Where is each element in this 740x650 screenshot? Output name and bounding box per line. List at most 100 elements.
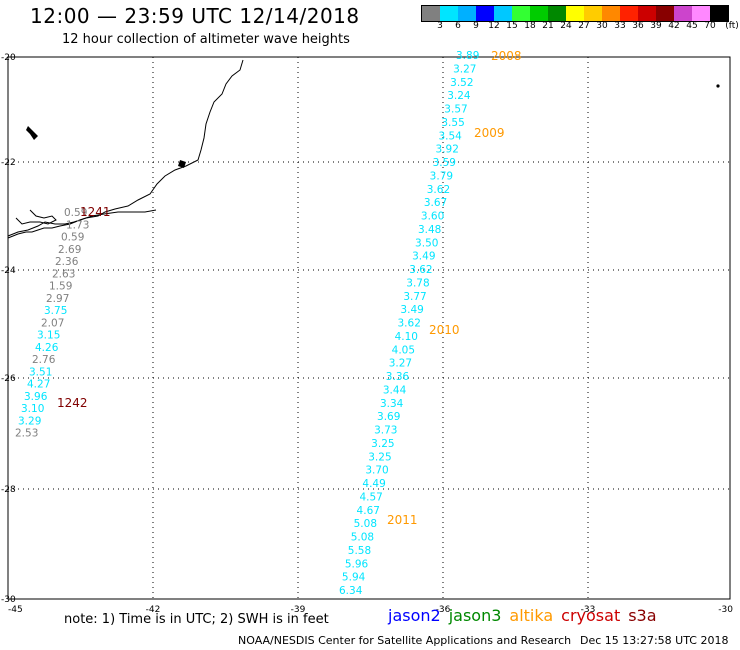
wave-height-value: 4.49 bbox=[362, 478, 385, 490]
wave-height-value: 3.60 bbox=[421, 211, 444, 223]
map-border bbox=[7, 56, 731, 600]
wave-height-value: 3.54 bbox=[438, 130, 462, 142]
scale-label: 30 bbox=[596, 21, 608, 31]
wave-height-value: 3.62 bbox=[398, 318, 421, 330]
wave-height-value: 3.24 bbox=[447, 90, 471, 102]
wave-height-value: 2.53 bbox=[15, 428, 38, 440]
longitude-label: -45 bbox=[8, 605, 23, 615]
longitude-label: -30 bbox=[718, 605, 733, 615]
wave-height-value: 2.63 bbox=[52, 268, 75, 280]
wave-height-value: 3.57 bbox=[444, 104, 467, 116]
wave-height-value: 4.05 bbox=[392, 344, 415, 356]
scale-label: 15 bbox=[506, 21, 518, 31]
scale-swatch bbox=[584, 6, 602, 21]
scale-swatch bbox=[512, 6, 530, 21]
longitude-label: -33 bbox=[581, 605, 596, 615]
wave-height-value: 2.97 bbox=[46, 293, 69, 305]
wave-height-value: 3.15 bbox=[37, 330, 60, 342]
wave-height-value: 3.51 bbox=[29, 366, 52, 378]
wave-height-value: 3.62 bbox=[427, 184, 450, 196]
scale-swatch bbox=[476, 6, 494, 21]
scale-label: 33 bbox=[614, 21, 626, 31]
wave-height-value: 3.25 bbox=[368, 451, 391, 463]
wave-height-value: 3.89 bbox=[456, 50, 479, 62]
pass-label: 2011 bbox=[387, 513, 418, 527]
legend-item-cryosat: cryosat bbox=[561, 606, 621, 625]
island-small bbox=[178, 160, 186, 168]
coastline-mainland bbox=[7, 59, 244, 237]
latitude-label: -30 bbox=[1, 595, 16, 605]
island-east bbox=[716, 84, 720, 88]
coastline-islands bbox=[15, 209, 57, 225]
wave-height-value: 2.07 bbox=[41, 317, 64, 329]
legend-item-jason2: jason2 bbox=[388, 606, 441, 625]
scale-swatch bbox=[422, 6, 440, 21]
scale-label: 3 bbox=[437, 21, 443, 31]
wave-height-value: 3.49 bbox=[412, 251, 435, 263]
color-scale-labels: 3 6 9 12 15 18 21 24 27 30 33 36 39 42 45 70 (ft) bbox=[421, 21, 740, 35]
wave-height-value: 3.59 bbox=[433, 157, 456, 169]
map-title: 12:00 — 23:59 UTC 12/14/2018 bbox=[30, 4, 360, 28]
wave-height-value: 1.59 bbox=[49, 281, 72, 293]
pass-label: 2008 bbox=[491, 49, 522, 63]
wave-height-value: 3.55 bbox=[441, 117, 464, 129]
wave-height-value: 3.78 bbox=[406, 277, 429, 289]
wave-height-value: 3.29 bbox=[18, 415, 41, 427]
wave-height-value: 3.75 bbox=[44, 305, 67, 317]
wave-height-value: 3.10 bbox=[21, 403, 44, 415]
wave-height-value: 5.08 bbox=[351, 532, 374, 544]
wave-height-value: 3.96 bbox=[24, 391, 48, 403]
scale-label: 36 bbox=[632, 21, 644, 31]
scale-swatch bbox=[566, 6, 584, 21]
scale-swatch bbox=[674, 6, 692, 21]
scale-swatch bbox=[692, 6, 710, 21]
wave-height-value: 3.25 bbox=[371, 438, 394, 450]
wave-height-value: 2.76 bbox=[32, 354, 56, 366]
scale-swatch bbox=[620, 6, 638, 21]
wave-height-value: 4.67 bbox=[357, 505, 380, 517]
wave-height-value: 3.50 bbox=[415, 237, 438, 249]
scale-label: 70 bbox=[704, 21, 716, 31]
wave-height-value: 3.69 bbox=[377, 411, 400, 423]
pass-label: 2010 bbox=[429, 323, 460, 337]
pass-label: 1242 bbox=[57, 396, 88, 410]
longitude-label: -36 bbox=[436, 605, 451, 615]
scale-swatch bbox=[710, 6, 728, 21]
wave-height-value: 3.73 bbox=[374, 425, 397, 437]
note-text: note: 1) Time is in UTC; 2) SWH is in fe… bbox=[64, 612, 329, 627]
scale-label: 42 bbox=[668, 21, 680, 31]
wave-height-value: 3.52 bbox=[450, 77, 473, 89]
footer-organization: NOAA/NESDIS Center for Satellite Applica… bbox=[238, 634, 572, 647]
scale-label: 18 bbox=[524, 21, 536, 31]
wave-height-value: 3.77 bbox=[403, 291, 426, 303]
scale-swatch bbox=[602, 6, 620, 21]
scale-label: 12 bbox=[488, 21, 500, 31]
latitude-label: -28 bbox=[1, 485, 16, 495]
wave-height-value: 3.92 bbox=[436, 144, 459, 156]
scale-label: 27 bbox=[578, 21, 590, 31]
scale-swatch bbox=[548, 6, 566, 21]
scale-swatch bbox=[494, 6, 512, 21]
island-north bbox=[26, 126, 38, 140]
wave-height-value: 3.44 bbox=[383, 384, 407, 396]
wave-height-value: 5.96 bbox=[345, 558, 369, 570]
legend-item-jason3: jason3 bbox=[448, 606, 502, 625]
wave-height-value: 3.49 bbox=[400, 304, 423, 316]
longitude-label: -39 bbox=[291, 605, 306, 615]
legend-item-s3a: s3a bbox=[628, 606, 657, 625]
wave-height-value: 2.69 bbox=[58, 244, 81, 256]
coastline bbox=[7, 59, 720, 239]
wave-height-value: 4.57 bbox=[359, 491, 382, 503]
wave-height-color-scale bbox=[421, 5, 729, 22]
wave-height-value: 4.27 bbox=[27, 379, 50, 391]
map-frame: -45 -42 -39 -36 -33 -30 -20 -22 -24 -26 -28 -30 bbox=[1, 53, 733, 615]
wave-height-value: 1.73 bbox=[66, 219, 89, 231]
wave-height-value: 3.62 bbox=[409, 264, 432, 276]
latitude-label: -22 bbox=[1, 158, 16, 168]
scale-swatch bbox=[458, 6, 476, 21]
scale-swatch bbox=[440, 6, 458, 21]
scale-label: 6 bbox=[455, 21, 461, 31]
wave-height-value: 3.27 bbox=[389, 358, 412, 370]
satellite-legend: jason2 jason3 altika cryosat s3a bbox=[388, 606, 665, 625]
